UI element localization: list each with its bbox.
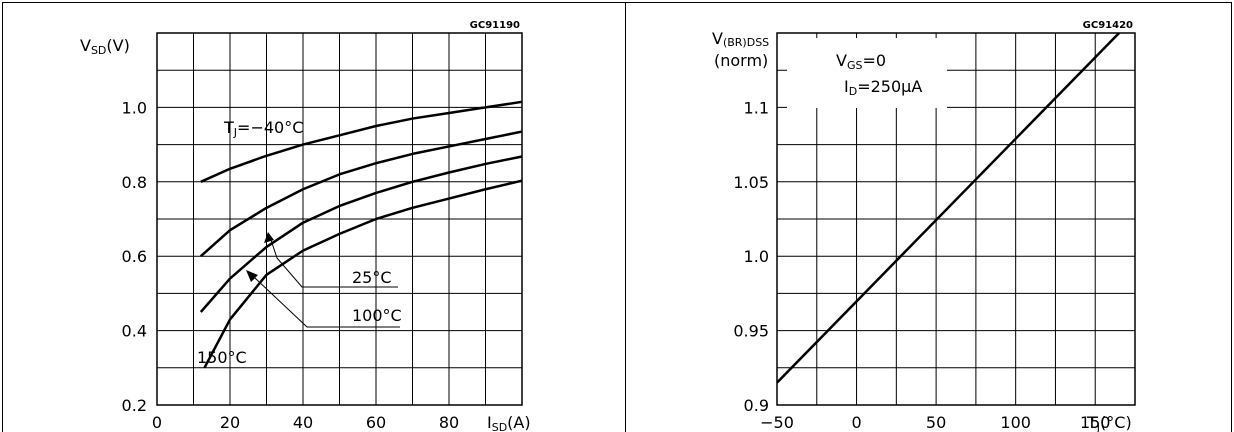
label-25c: 25°C xyxy=(352,268,392,287)
series-line xyxy=(199,155,523,313)
plot-frame xyxy=(156,32,523,406)
label-150c: 150°C xyxy=(197,348,247,367)
y-tick-label: 1.0 xyxy=(122,98,147,117)
figure-code: GC91190 xyxy=(470,20,520,31)
y-tick-label: 0.6 xyxy=(122,247,147,266)
x-tick-label: 80 xyxy=(439,413,459,432)
condition-vgs: VGS=0 xyxy=(836,51,886,72)
panel-divider xyxy=(625,2,626,432)
x-tick-label: −50 xyxy=(760,413,794,432)
y-tick-label: 0.2 xyxy=(122,396,147,415)
x-tick-label: 150 xyxy=(1080,413,1111,432)
x-tick-label: 40 xyxy=(293,413,313,432)
y-tick-labels: 0.2 0.4 0.6 0.8 1.0 xyxy=(122,98,147,415)
plot-frame xyxy=(776,32,1136,406)
y-tick-label: 1.0 xyxy=(744,247,769,266)
y-axis-label-line2: (norm) xyxy=(714,51,768,70)
series-line xyxy=(776,32,1120,384)
y-tick-label: 1.05 xyxy=(733,173,769,192)
x-axis-label: TJ(°C) xyxy=(1086,413,1132,432)
y-tick-label: 0.95 xyxy=(733,322,769,341)
x-tick-label: 100 xyxy=(1000,413,1031,432)
condition-id: ID=250μA xyxy=(844,77,922,98)
series-lines xyxy=(199,100,523,369)
x-tick-label: 0 xyxy=(851,413,861,432)
y-tick-label: 0.4 xyxy=(122,322,147,341)
label-tj-minus40: TJ=−40°C xyxy=(223,118,303,139)
x-tick-labels: 0 20 40 60 80 xyxy=(152,413,459,432)
x-tick-label: 50 xyxy=(926,413,946,432)
x-tick-labels: −50 0 50 100 150 xyxy=(760,413,1110,432)
label-100c: 100°C xyxy=(352,306,402,325)
figure-code: GC91420 xyxy=(1083,20,1133,31)
x-tick-label: 20 xyxy=(220,413,240,432)
y-axis-label-line1: V(BR)DSS xyxy=(712,29,769,49)
x-tick-label: 60 xyxy=(366,413,386,432)
y-tick-label: 0.9 xyxy=(744,396,769,415)
series-line xyxy=(200,100,523,183)
series-lines xyxy=(776,32,1120,384)
y-tick-label: 1.1 xyxy=(744,98,769,117)
x-axis-label: ISD(A) xyxy=(487,413,531,432)
conditions-box-bg xyxy=(787,38,947,108)
y-tick-labels: 0.9 0.95 1.0 1.05 1.1 xyxy=(733,98,769,415)
chart-vsd-vs-isd: 0 20 40 60 80 0.2 0.4 0.6 0.8 1.0 GC91190 VSD(V)… xyxy=(80,20,531,432)
x-tick-label: 0 xyxy=(152,413,162,432)
series-line xyxy=(203,179,523,369)
y-axis-label: VSD(V) xyxy=(80,36,130,57)
series-line xyxy=(199,130,523,258)
leader-25c xyxy=(264,232,398,288)
leader-100c xyxy=(246,270,400,328)
y-tick-label: 0.8 xyxy=(122,173,147,192)
